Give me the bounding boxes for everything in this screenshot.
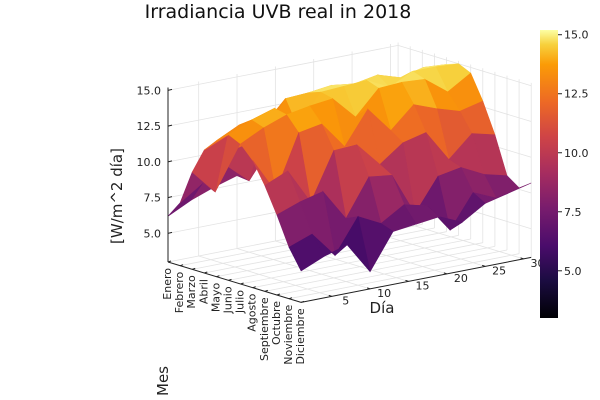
month-tick-mark [288,297,293,300]
day-tick-label: 5 [342,294,349,307]
day-tick-label: 20 [454,272,468,285]
z-tick-mark [167,196,173,199]
day-tick-label: 10 [377,287,391,300]
day-tick-mark [482,264,486,267]
z-tick-label: 15.0 [137,84,162,97]
day-tick-mark [405,279,409,282]
month-tick-mark [216,275,220,278]
month-floor-gridline [264,245,495,292]
colorbar-gradient [540,30,558,318]
month-floor-gridline [288,253,520,300]
day-floor-gridline [198,255,332,297]
month-tick-label: Septiembre [258,297,271,361]
month-tick-label: Febrero [173,271,186,313]
surface-patch [167,182,204,217]
colorbar-tick-label: 5.0 [564,265,582,278]
surface-layer [167,63,532,273]
z-tick-label: 10.0 [137,156,162,169]
colorbar-tick-label: 10.0 [564,147,589,160]
month-tick-mark [167,260,172,263]
chart-title: Irradiancia UVB real in 2018 [145,1,412,23]
month-tick-label: Diciembre [294,308,307,364]
colorbar-tick-label: 7.5 [564,206,582,219]
z-tick-label: 5.0 [144,227,162,240]
month-floor-gridline [240,238,471,285]
z-tick-mark [167,88,173,91]
colorbar: 5.0 7.5 10.0 12.5 15.0 [540,29,589,318]
y-axis-label: Día [370,299,395,317]
month-tick-mark [276,293,281,296]
day-axis-line [301,256,532,303]
month-tick-mark [252,286,256,289]
month-floor-gridline [276,249,508,296]
z-axis-label: [W/m^2 día] [108,148,126,244]
z-gridline [167,44,532,91]
month-tick-label: Noviembre [282,304,295,364]
colorbar-ticks: 5.0 7.5 10.0 12.5 15.0 [558,29,589,278]
month-tick-label: Mayo [209,282,222,312]
day-tick-label: 25 [492,264,506,277]
axis-layer: 5.0 7.5 10.0 12.5 15.0 Enero Febrero Marzo Abril… [137,84,545,364]
day-tick-mark [520,257,524,260]
month-floor-gridline [228,234,459,281]
month-tick-label: Marzo [185,275,198,309]
month-tick-label: Julio [234,290,247,314]
month-floor-gridline [216,231,447,278]
colorbar-tick-label: 12.5 [564,88,589,101]
month-tick-label: Agosto [246,293,259,331]
month-tick-label: Octubre [270,301,283,345]
month-tick-mark [179,264,184,267]
month-tick-mark [204,271,208,274]
x-axis-label: Mes [154,366,172,396]
month-tick-label: Junio [222,286,235,314]
month-axis-line [167,261,302,303]
day-tick-mark [366,287,371,290]
colorbar-tick-label: 15.0 [564,29,589,42]
z-tick-label: 7.5 [144,192,162,205]
month-tick-mark [240,282,244,285]
day-tick-mark [443,272,447,275]
day-tick-mark [328,294,332,297]
month-tick-mark [264,289,268,292]
day-tick-label: 15 [415,279,429,292]
z-tick-label: 12.5 [137,120,162,133]
month-tick-mark [228,278,232,281]
z-tick-mark [167,160,173,163]
month-tick-mark [192,267,196,270]
z-tick-mark [167,124,173,127]
surface-patch [288,233,325,272]
month-tick-label: Abril [197,279,210,304]
month-tick-label: Enero [161,268,174,300]
z-tick-mark [167,231,173,234]
